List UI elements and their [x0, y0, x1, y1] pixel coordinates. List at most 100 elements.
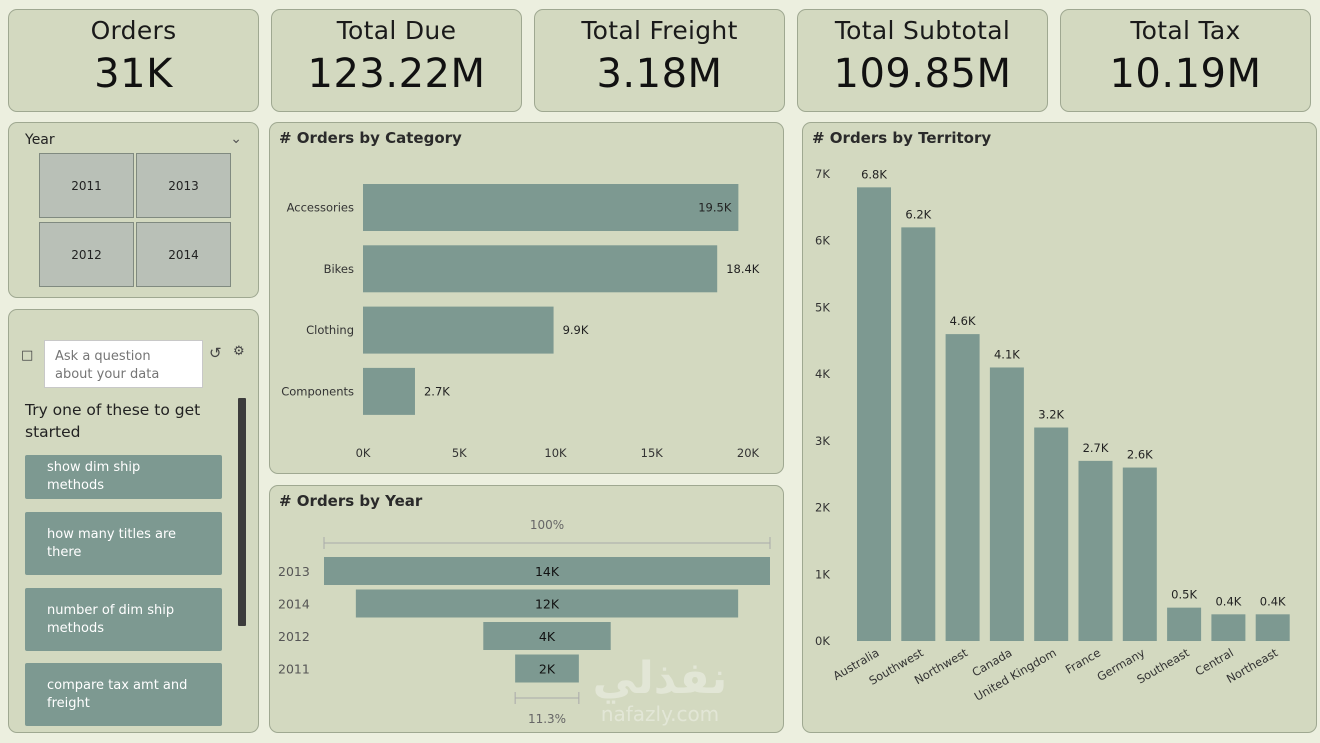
year-label: 2014	[278, 597, 310, 612]
category-label: Bikes	[324, 262, 354, 276]
data-label: 6.8K	[861, 167, 887, 181]
chart-title: # Orders by Year	[279, 492, 423, 510]
y-tick-label: 1K	[815, 567, 830, 581]
x-tick-label: Northeast	[1224, 645, 1281, 686]
funnel-bar	[483, 622, 611, 650]
kpi-label: Orders	[90, 16, 177, 45]
category-label: Accessories	[287, 201, 354, 215]
kpi-value: 123.22M	[307, 51, 486, 97]
category-bar	[363, 184, 739, 231]
data-label: 4K	[539, 629, 556, 644]
y-tick-label: 0K	[815, 634, 830, 648]
qa-suggestion[interactable]: how many titles are there	[25, 512, 222, 575]
slicer-title: Year	[25, 132, 55, 148]
data-label: 2K	[539, 662, 556, 677]
year-label: 2012	[278, 629, 310, 644]
y-tick-label: 2K	[815, 501, 830, 515]
data-label: 0.4K	[1215, 594, 1241, 608]
refresh-icon[interactable]: ↺	[209, 344, 222, 362]
qa-suggestion[interactable]: number of dim ship methods	[25, 588, 222, 651]
territory-bar	[1122, 467, 1157, 641]
chevron-down-icon[interactable]: ⌄	[230, 131, 242, 147]
orders-by-year-chart: # Orders by Year 100% 2013 14K 2014 12K 2012 4…	[269, 485, 784, 733]
qa-prompt: Try one of these to get started	[25, 401, 201, 441]
y-tick-label: 7K	[815, 167, 830, 181]
territory-bar	[945, 334, 980, 641]
orders-by-category-chart: # Orders by Category Accessories 19.5K Bik…	[269, 122, 784, 474]
gear-icon[interactable]: ⚙	[233, 344, 245, 359]
y-tick-label: 4K	[815, 367, 830, 381]
year-option-2012[interactable]: 2012	[39, 222, 134, 287]
x-tick-label: 5K	[452, 446, 467, 460]
chart-title: # Orders by Territory	[812, 129, 992, 147]
year-option-2011[interactable]: 2011	[39, 153, 134, 218]
kpi-label: Total Due	[336, 16, 457, 45]
data-label: 9.9K	[563, 323, 589, 337]
year-label: 2013	[278, 564, 310, 579]
data-label: 3.2K	[1038, 408, 1064, 422]
funnel-bar	[515, 654, 579, 683]
year-label: 2011	[278, 662, 310, 677]
category-bar-chart-svg: Accessories 19.5K Bikes 18.4K Clothing 9.9K Co…	[281, 184, 760, 460]
qa-question-input[interactable]	[44, 340, 203, 388]
data-label: 4.6K	[950, 314, 976, 328]
x-tick-label: 15K	[641, 446, 664, 460]
category-label: Components	[281, 384, 354, 398]
x-tick-label: 20K	[737, 446, 760, 460]
kpi-value: 10.19M	[1109, 51, 1262, 97]
chat-bubble-icon: □	[21, 348, 34, 363]
data-label: 19.5K	[698, 201, 732, 215]
kpi-card-total-tax: Total Tax 10.19M	[1060, 9, 1311, 112]
category-bar	[363, 245, 718, 293]
x-tick-label: 10K	[544, 446, 567, 460]
y-tick-label: 3K	[815, 434, 830, 448]
territory-bar	[1211, 614, 1246, 641]
orders-by-territory-chart: # Orders by Territory 0K 1K 2K 3K 4K 5K 6K 7K 6.…	[802, 122, 1317, 733]
kpi-label: Total Freight	[581, 16, 738, 45]
kpi-value: 109.85M	[833, 51, 1012, 97]
data-label: 0.5K	[1171, 588, 1197, 602]
data-label: 6.2K	[905, 207, 931, 221]
data-label: 12K	[535, 597, 560, 612]
scrollbar[interactable]	[238, 398, 246, 626]
category-bar	[363, 306, 554, 354]
funnel-bottom-percent: 11.3%	[528, 712, 566, 726]
data-label: 14K	[535, 564, 560, 579]
kpi-label: Total Subtotal	[834, 16, 1011, 45]
data-label: 4.1K	[994, 347, 1020, 361]
funnel-bar	[355, 589, 739, 618]
kpi-card-total-subtotal: Total Subtotal 109.85M	[797, 9, 1048, 112]
territory-bar	[1255, 614, 1290, 641]
kpi-label: Total Tax	[1130, 16, 1241, 45]
qa-visual: □ ↺ ⚙ Try one of these to get started sh…	[8, 309, 259, 733]
territory-bar	[989, 367, 1024, 641]
data-label: 18.4K	[726, 262, 760, 276]
year-option-2013[interactable]: 2013	[136, 153, 231, 218]
year-funnel-chart-svg: 100% 2013 14K 2014 12K 2012 4K 2011 2K 11.3%	[278, 518, 771, 726]
kpi-value: 31K	[94, 51, 173, 97]
territory-bar	[857, 187, 891, 641]
territory-bar	[1167, 607, 1202, 641]
qa-suggestion[interactable]: show dim ship methods	[25, 455, 222, 499]
kpi-value: 3.18M	[596, 51, 723, 97]
year-option-2014[interactable]: 2014	[136, 222, 231, 287]
kpi-card-orders: Orders 31K	[8, 9, 259, 112]
data-label: 2.7K	[1083, 441, 1109, 455]
kpi-card-total-due: Total Due 123.22M	[271, 9, 522, 112]
territory-bar	[1078, 460, 1113, 641]
category-label: Clothing	[306, 323, 354, 337]
kpi-card-total-freight: Total Freight 3.18M	[534, 9, 785, 112]
territory-bar	[1034, 427, 1069, 641]
x-tick-label: 0K	[356, 446, 371, 460]
territory-bar	[901, 227, 936, 641]
data-label: 2.6K	[1127, 448, 1153, 462]
year-slicer: Year ⌄ 2011 2013 2012 2014	[8, 122, 259, 298]
data-label: 2.7K	[424, 384, 450, 398]
funnel-bar	[324, 557, 770, 585]
y-tick-label: 5K	[815, 300, 830, 314]
category-bar	[363, 367, 415, 415]
y-tick-label: 6K	[815, 234, 830, 248]
qa-suggestion[interactable]: compare tax amt and freight	[25, 663, 222, 726]
data-label: 0.4K	[1260, 594, 1286, 608]
